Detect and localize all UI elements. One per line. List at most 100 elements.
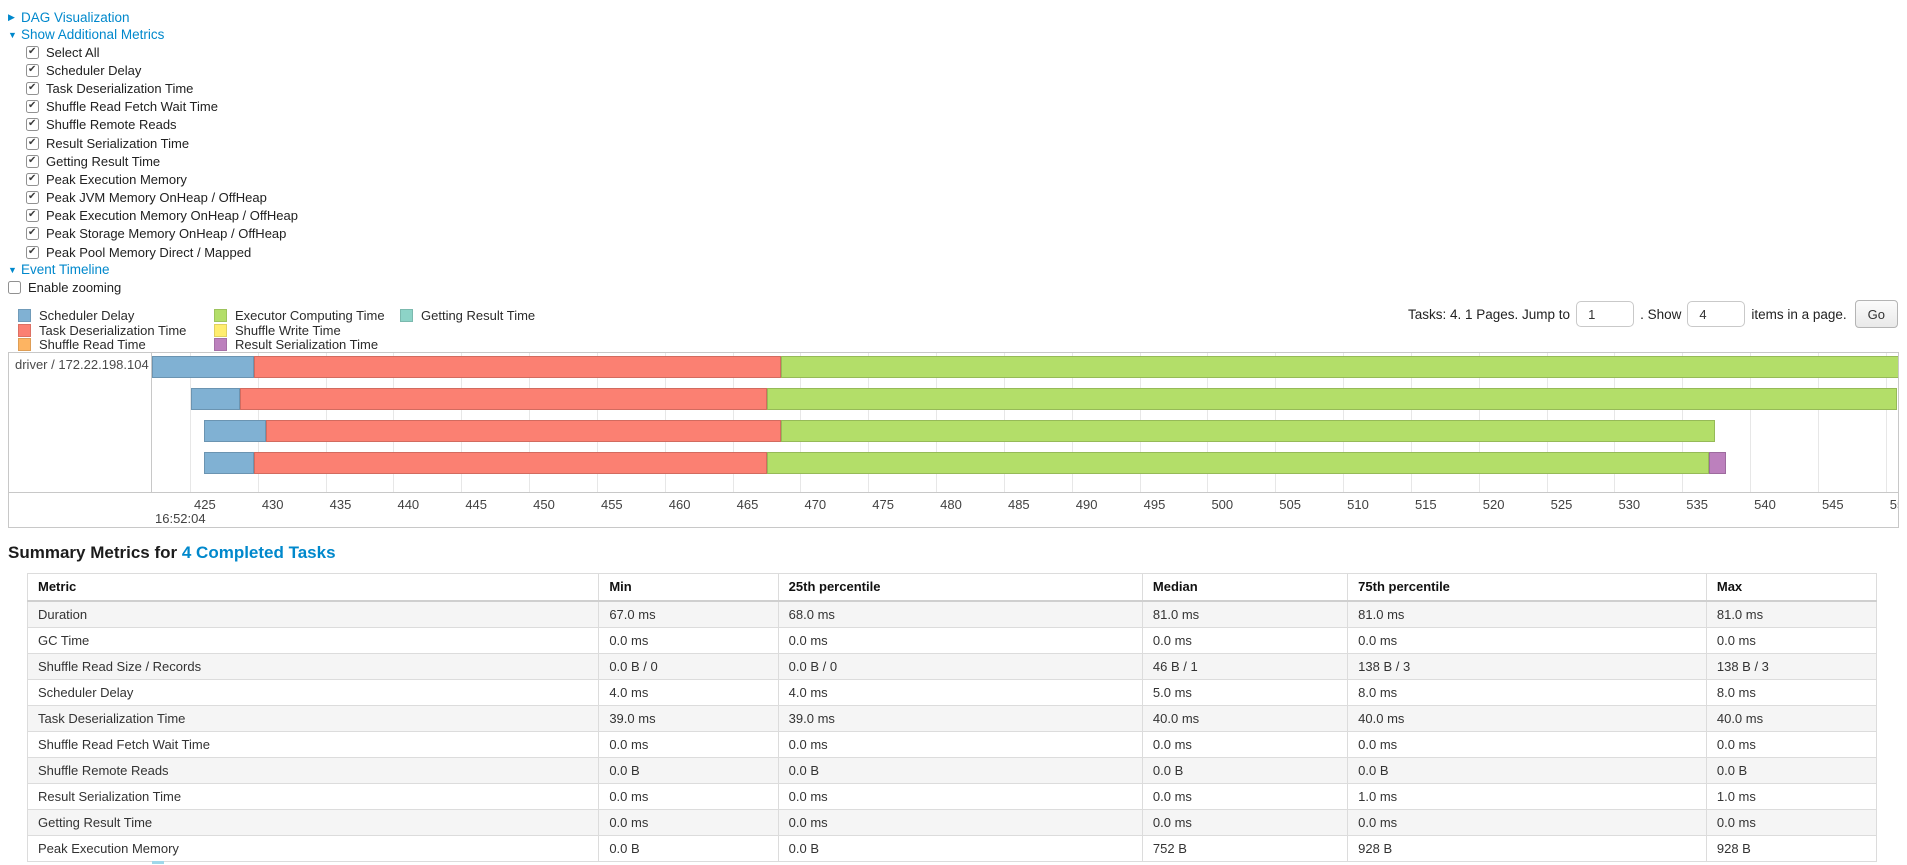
metric-checkbox-row: Peak Storage Memory OnHeap / OffHeap — [8, 225, 1907, 243]
metric-checkbox[interactable] — [26, 154, 39, 168]
metric-value-cell: 0.0 ms — [1705, 730, 1878, 758]
metric-value-cell: 0.0 ms — [1347, 808, 1707, 836]
metric-value-cell: 752 B — [1141, 834, 1349, 862]
axis-tick-label: 520 — [1482, 497, 1505, 512]
metric-value-cell: 0.0 ms — [598, 626, 779, 654]
shuffle_read-swatch-icon — [18, 338, 31, 352]
table-row: Result Serialization Time 0.0 ms 0.0 ms 0.0… — [26, 782, 1878, 810]
legend-item-scheduler_delay: Scheduler Delay — [18, 308, 214, 323]
metric-value-cell: 0.0 ms — [598, 730, 779, 758]
table-row: Task Deserialization Time 39.0 ms 39.0 ms 4… — [26, 704, 1878, 732]
items-per-page-input[interactable] — [1687, 301, 1746, 328]
metric-name-cell: Task Deserialization Time — [26, 704, 600, 732]
metric-value-cell: 5.0 ms — [1141, 678, 1349, 706]
metric-checkbox[interactable] — [26, 45, 39, 59]
metric-checkbox-row: Shuffle Read Fetch Wait Time — [8, 98, 1907, 116]
show-additional-metrics-toggle[interactable]: ▼ Show Additional Metrics — [8, 26, 1907, 43]
legend-label: Getting Result Time — [421, 308, 536, 324]
metric-value-cell: 81.0 ms — [1347, 600, 1707, 628]
task-pagination: Tasks: 4. 1 Pages. Jump to . Show items … — [1407, 300, 1898, 329]
metric-value-cell: 0.0 ms — [777, 626, 1143, 654]
metric-checkbox[interactable] — [26, 100, 39, 114]
axis-tick-label: 545 — [1821, 497, 1844, 512]
task-bar-segment-scheduler_delay — [203, 452, 254, 474]
enable-zooming-label: Enable zooming — [28, 279, 122, 295]
metric-checkbox-row: Getting Result Time — [8, 152, 1907, 170]
completed-tasks-link[interactable]: 4 Completed Tasks — [181, 543, 336, 562]
legend-label: Shuffle Read Time — [39, 337, 146, 353]
jump-to-page-input[interactable] — [1576, 301, 1635, 328]
metric-name-cell: Shuffle Read Fetch Wait Time — [26, 730, 600, 758]
metric-checkbox-label: Peak Execution Memory OnHeap / OffHeap — [46, 208, 298, 224]
metric-value-cell: 0.0 ms — [1347, 730, 1707, 758]
axis-tick-label: 475 — [872, 497, 894, 512]
event-timeline-link[interactable]: Event Timeline — [21, 262, 110, 278]
metric-value-cell: 40.0 ms — [1705, 704, 1878, 732]
metric-checkbox[interactable] — [26, 63, 39, 77]
axis-tick-label: 540 — [1754, 497, 1776, 512]
metric-value-cell: 0.0 B — [598, 834, 779, 862]
axis-tick-label: 505 — [1279, 497, 1301, 512]
metric-value-cell: 39.0 ms — [598, 704, 779, 732]
metric-value-cell: 928 B — [1705, 834, 1878, 862]
task-bar-segment-executor_computing — [781, 420, 1715, 442]
task-bar-segment-executor_computing — [766, 388, 1897, 410]
getting_result-swatch-icon — [400, 309, 413, 323]
table-row: Scheduler Delay 4.0 ms 4.0 ms 5.0 ms 8.0 ms 8… — [26, 678, 1878, 706]
timeline-plot-area — [152, 353, 1898, 492]
axis-tick-label: 485 — [1007, 497, 1030, 512]
metric-name-cell: Peak Execution Memory — [26, 834, 600, 862]
metric-value-cell: 0.0 ms — [1705, 626, 1878, 654]
metric-checkbox-row: Result Serialization Time — [8, 134, 1907, 152]
metric-checkbox[interactable] — [26, 227, 39, 241]
axis-tick-label: 450 — [533, 497, 555, 512]
axis-tick-label: 440 — [397, 497, 420, 512]
task-bar-segment-executor_computing — [781, 356, 1898, 378]
metric-checkbox[interactable] — [26, 81, 39, 95]
metric-value-cell: 0.0 B — [1347, 756, 1707, 784]
axis-tick-label: 500 — [1211, 497, 1234, 512]
metric-checkbox[interactable] — [26, 118, 39, 132]
tasks-count-text: Tasks: 4. 1 Pages. Jump to — [1407, 306, 1571, 322]
metric-value-cell: 40.0 ms — [1141, 704, 1349, 732]
metric-checkbox-row: Select All — [8, 43, 1907, 61]
metric-checkbox-row: Peak Pool Memory Direct / Mapped — [8, 243, 1907, 261]
table-header-cell: 25th percentile — [777, 573, 1143, 602]
metric-checkbox[interactable] — [26, 209, 39, 223]
table-row: Duration 67.0 ms 68.0 ms 81.0 ms 81.0 ms 81.0… — [26, 600, 1878, 628]
scheduler_delay-swatch-icon — [18, 309, 31, 323]
legend-label: Scheduler Delay — [39, 308, 135, 324]
metric-value-cell: 0.0 B — [1141, 756, 1349, 784]
metric-name-cell: Shuffle Remote Reads — [26, 756, 600, 784]
axis-gridline — [189, 353, 191, 492]
event-timeline-toggle[interactable]: ▼ Event Timeline — [8, 261, 1907, 278]
legend-item-shuffle_read: Shuffle Read Time — [18, 337, 214, 352]
metric-value-cell: 40.0 ms — [1347, 704, 1707, 732]
go-button[interactable]: Go — [1854, 300, 1898, 329]
metric-value-cell: 0.0 B — [777, 756, 1143, 784]
metric-name-cell: GC Time — [26, 626, 600, 654]
axis-tick-label: 445 — [465, 497, 488, 512]
dag-visualization-link[interactable]: DAG Visualization — [21, 10, 130, 25]
metric-checkbox-label: Getting Result Time — [46, 153, 161, 169]
task_deserialization-swatch-icon — [18, 323, 31, 337]
metric-checkbox[interactable] — [26, 136, 39, 150]
next-section-clipped-edge — [152, 861, 164, 864]
axis-tick-label: 515 — [1414, 497, 1437, 512]
summary-title-text: Summary Metrics for — [8, 543, 178, 562]
metric-value-cell: 0.0 B / 0 — [777, 652, 1143, 680]
metric-checkbox[interactable] — [26, 245, 39, 259]
dag-visualization-toggle[interactable]: ▶ DAG Visualization — [8, 9, 1907, 26]
show-additional-metrics-link[interactable]: Show Additional Metrics — [21, 27, 165, 42]
enable-zooming-row: Enable zooming — [8, 278, 1907, 296]
metric-value-cell: 0.0 ms — [777, 782, 1143, 810]
enable-zooming-checkbox[interactable] — [8, 280, 21, 294]
metric-checkbox-label: Select All — [46, 44, 100, 60]
task-bar-segment-result_serialization — [1709, 452, 1726, 474]
axis-tick-label: 465 — [736, 497, 759, 512]
metric-checkbox[interactable] — [26, 191, 39, 205]
metric-checkbox[interactable] — [26, 172, 39, 186]
metric-name-cell: Getting Result Time — [26, 808, 600, 836]
expanded-arrow-icon: ▼ — [8, 29, 17, 40]
